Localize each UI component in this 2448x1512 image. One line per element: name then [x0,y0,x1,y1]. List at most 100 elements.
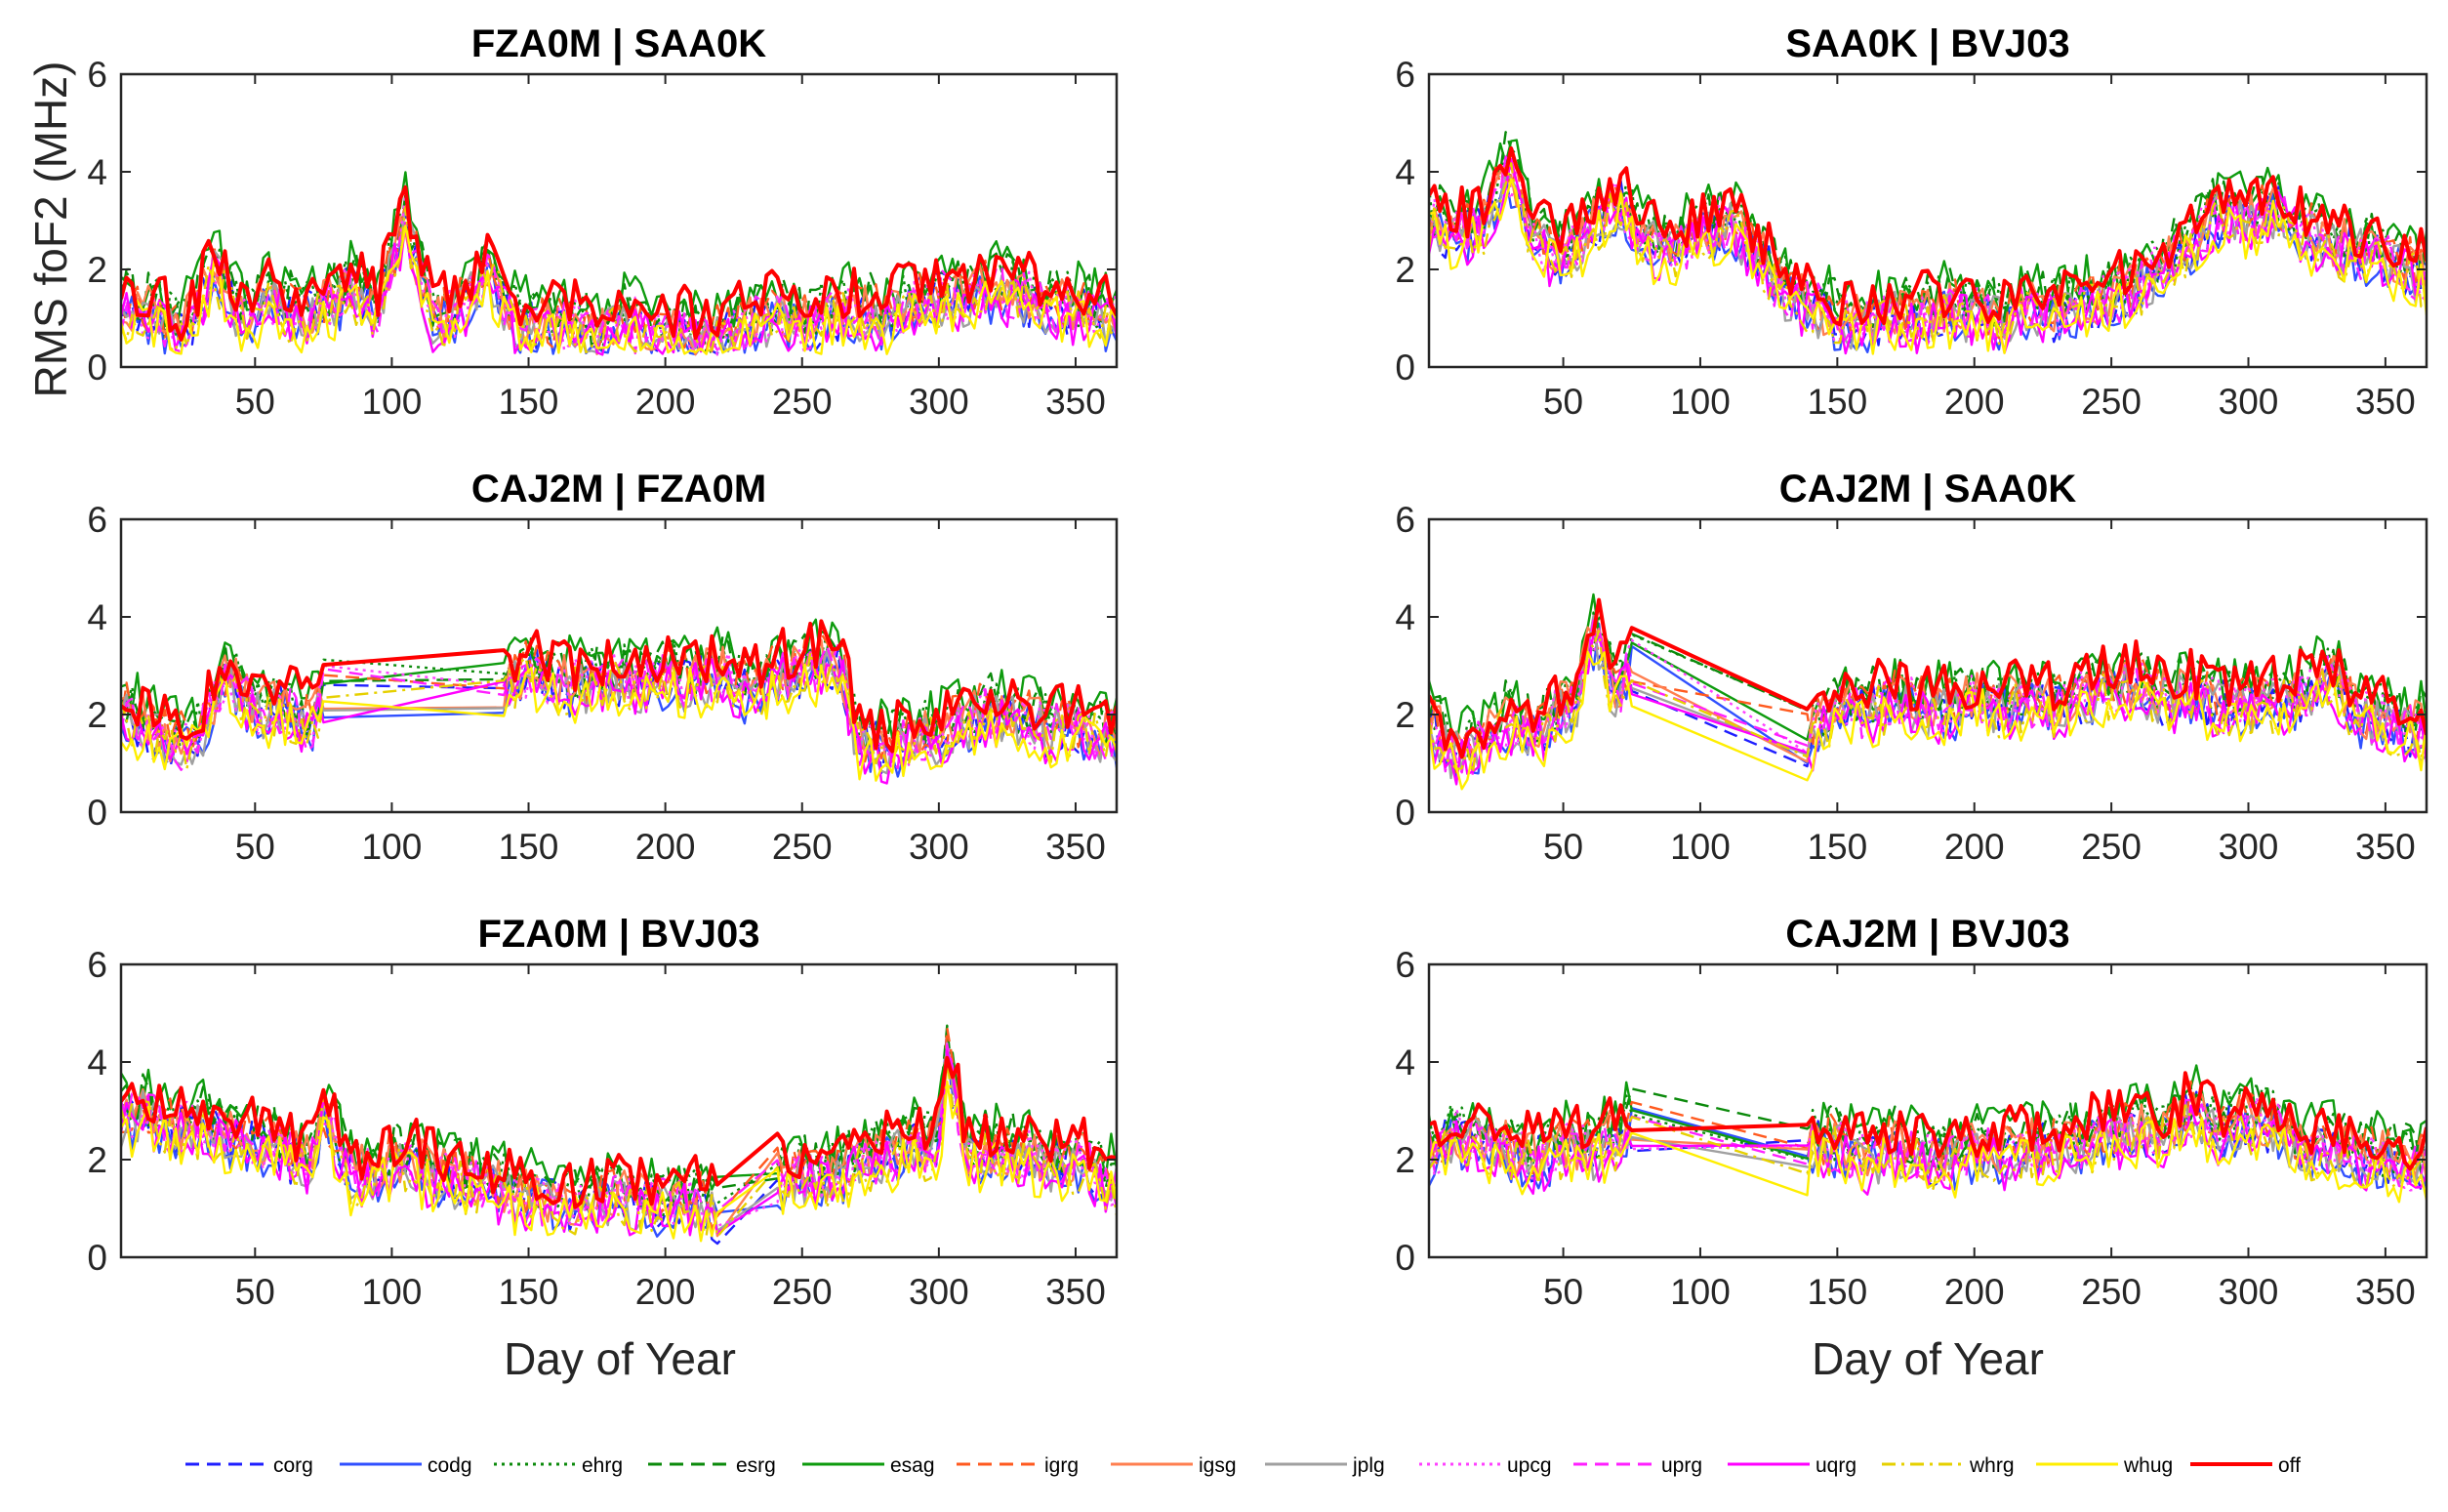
x-tick-label: 300 [2219,382,2279,422]
series-line-whug [1429,650,2427,791]
legend-item-uqrg: uqrg [1728,1454,1856,1477]
legend-item-jplg: jplg [1265,1454,1385,1477]
x-tick-label: 200 [635,382,696,422]
panel-title: SAA0K | BVJ03 [1785,22,2069,65]
legend-label: uprg [1661,1454,1702,1477]
series-line-ehrg [121,212,1117,355]
series-line-uqrg [1429,1104,2427,1196]
series-line-corg [121,211,1117,355]
x-tick-label: 100 [1670,382,1731,422]
y-tick-label: 0 [1395,793,1415,833]
series-line-whrg [1429,630,2427,774]
x-tick-label: 300 [2219,1272,2279,1312]
series-line-ehrg [1429,162,2427,332]
y-tick-label: 0 [87,347,107,388]
x-tick-label: 200 [1944,382,2005,422]
legend-label: whrg [1969,1454,2015,1477]
y-tick-label: 4 [87,1042,107,1083]
series-line-jplg [1429,614,2427,780]
x-tick-label: 200 [1944,1272,2005,1312]
x-tick-label: 300 [909,1272,969,1312]
legend-label: off [2278,1454,2301,1477]
x-tick-label: 50 [235,827,275,867]
series-line-off [1429,146,2427,327]
x-tick-label: 350 [1045,827,1106,867]
legend-label: codg [428,1454,472,1477]
y-tick-label: 2 [1395,695,1415,735]
panel-6: CAJ2M | BVJ03 0 2 4 6 50 100 150 200 250 300 350 [1395,913,2428,1312]
series-line-esag [1429,593,2427,747]
legend-label: corg [273,1454,313,1477]
series-line-igsg [1429,1092,2427,1183]
legend-item-whug: whug [2036,1454,2173,1477]
x-tick-label: 200 [635,827,696,867]
x-tick-label: 150 [499,827,559,867]
legend-label: upcg [1507,1454,1552,1477]
panel-title: CAJ2M | BVJ03 [1785,913,2069,956]
x-axis-label-left: Day of Year [504,1333,736,1384]
y-tick-label: 0 [1395,347,1415,388]
x-tick-label: 350 [2355,1272,2416,1312]
x-tick-label: 350 [2355,382,2416,422]
legend-item-esag: esag [802,1454,935,1477]
series-line-whrg [121,650,1117,771]
y-tick-label: 6 [87,945,107,985]
series-line-off [1429,597,2427,759]
y-tick-label: 2 [87,250,107,290]
x-tick-label: 50 [1543,382,1583,422]
panel-title: FZA0M | BVJ03 [477,913,759,956]
x-tick-label: 350 [1045,1272,1106,1312]
x-tick-label: 50 [235,1272,275,1312]
x-tick-label: 250 [772,382,833,422]
y-tick-label: 6 [1395,945,1415,985]
panel-1: FZA0M | SAA0K 0 2 4 6 50 100 150 200 250 300 350 [87,22,1119,422]
series-line-uprg [1429,619,2427,776]
y-tick-label: 4 [87,597,107,637]
legend-label: jplg [1352,1454,1385,1477]
series-lines [121,618,1117,785]
x-tick-label: 150 [1807,1272,1867,1312]
x-tick-label: 50 [235,382,275,422]
axes-box [1427,517,2428,814]
legend-item-whrg: whrg [1882,1454,2015,1477]
x-tick-label: 300 [909,827,969,867]
x-tick-label: 100 [1670,1272,1731,1312]
x-tick-label: 250 [2081,1272,2142,1312]
series-line-whug [121,1080,1117,1243]
x-tick-label: 150 [1807,382,1867,422]
legend-item-igrg: igrg [957,1454,1079,1477]
y-tick-label: 2 [1395,1140,1415,1180]
legend-item-off: off [2190,1454,2301,1477]
y-tick-label: 2 [87,1140,107,1180]
panel-2: SAA0K | BVJ03 0 2 4 6 50 100 150 200 250 300 350 [1395,22,2428,422]
series-line-uprg [121,643,1117,771]
series-line-whug [1429,178,2427,355]
series-line-off [121,619,1117,754]
x-tick-label: 150 [499,382,559,422]
legend-label: igsg [1199,1454,1237,1477]
series-lines [121,1024,1117,1246]
series-line-igrg [121,201,1117,354]
x-tick-label: 100 [362,1272,423,1312]
series-line-whrg [1429,1104,2427,1190]
x-tick-label: 200 [1944,827,2005,867]
x-tick-label: 300 [2219,827,2279,867]
x-tick-label: 250 [772,827,833,867]
series-line-off [121,1055,1117,1209]
series-line-whug [121,225,1117,355]
series-line-igsg [1429,626,2427,768]
y-tick-label: 2 [87,695,107,735]
legend-label: esag [890,1454,935,1477]
y-tick-label: 0 [87,793,107,833]
x-tick-label: 50 [1543,827,1583,867]
series-lines [1429,131,2427,355]
y-tick-label: 6 [87,500,107,540]
legend-label: whug [2123,1454,2173,1477]
x-tick-label: 350 [1045,382,1106,422]
legend-item-corg: corg [185,1454,313,1477]
x-axis-label-right: Day of Year [1812,1333,2044,1384]
series-line-upcg [1429,1095,2427,1192]
series-line-off [1429,1071,2427,1171]
axes-box [1427,72,2428,369]
x-tick-label: 250 [2081,827,2142,867]
